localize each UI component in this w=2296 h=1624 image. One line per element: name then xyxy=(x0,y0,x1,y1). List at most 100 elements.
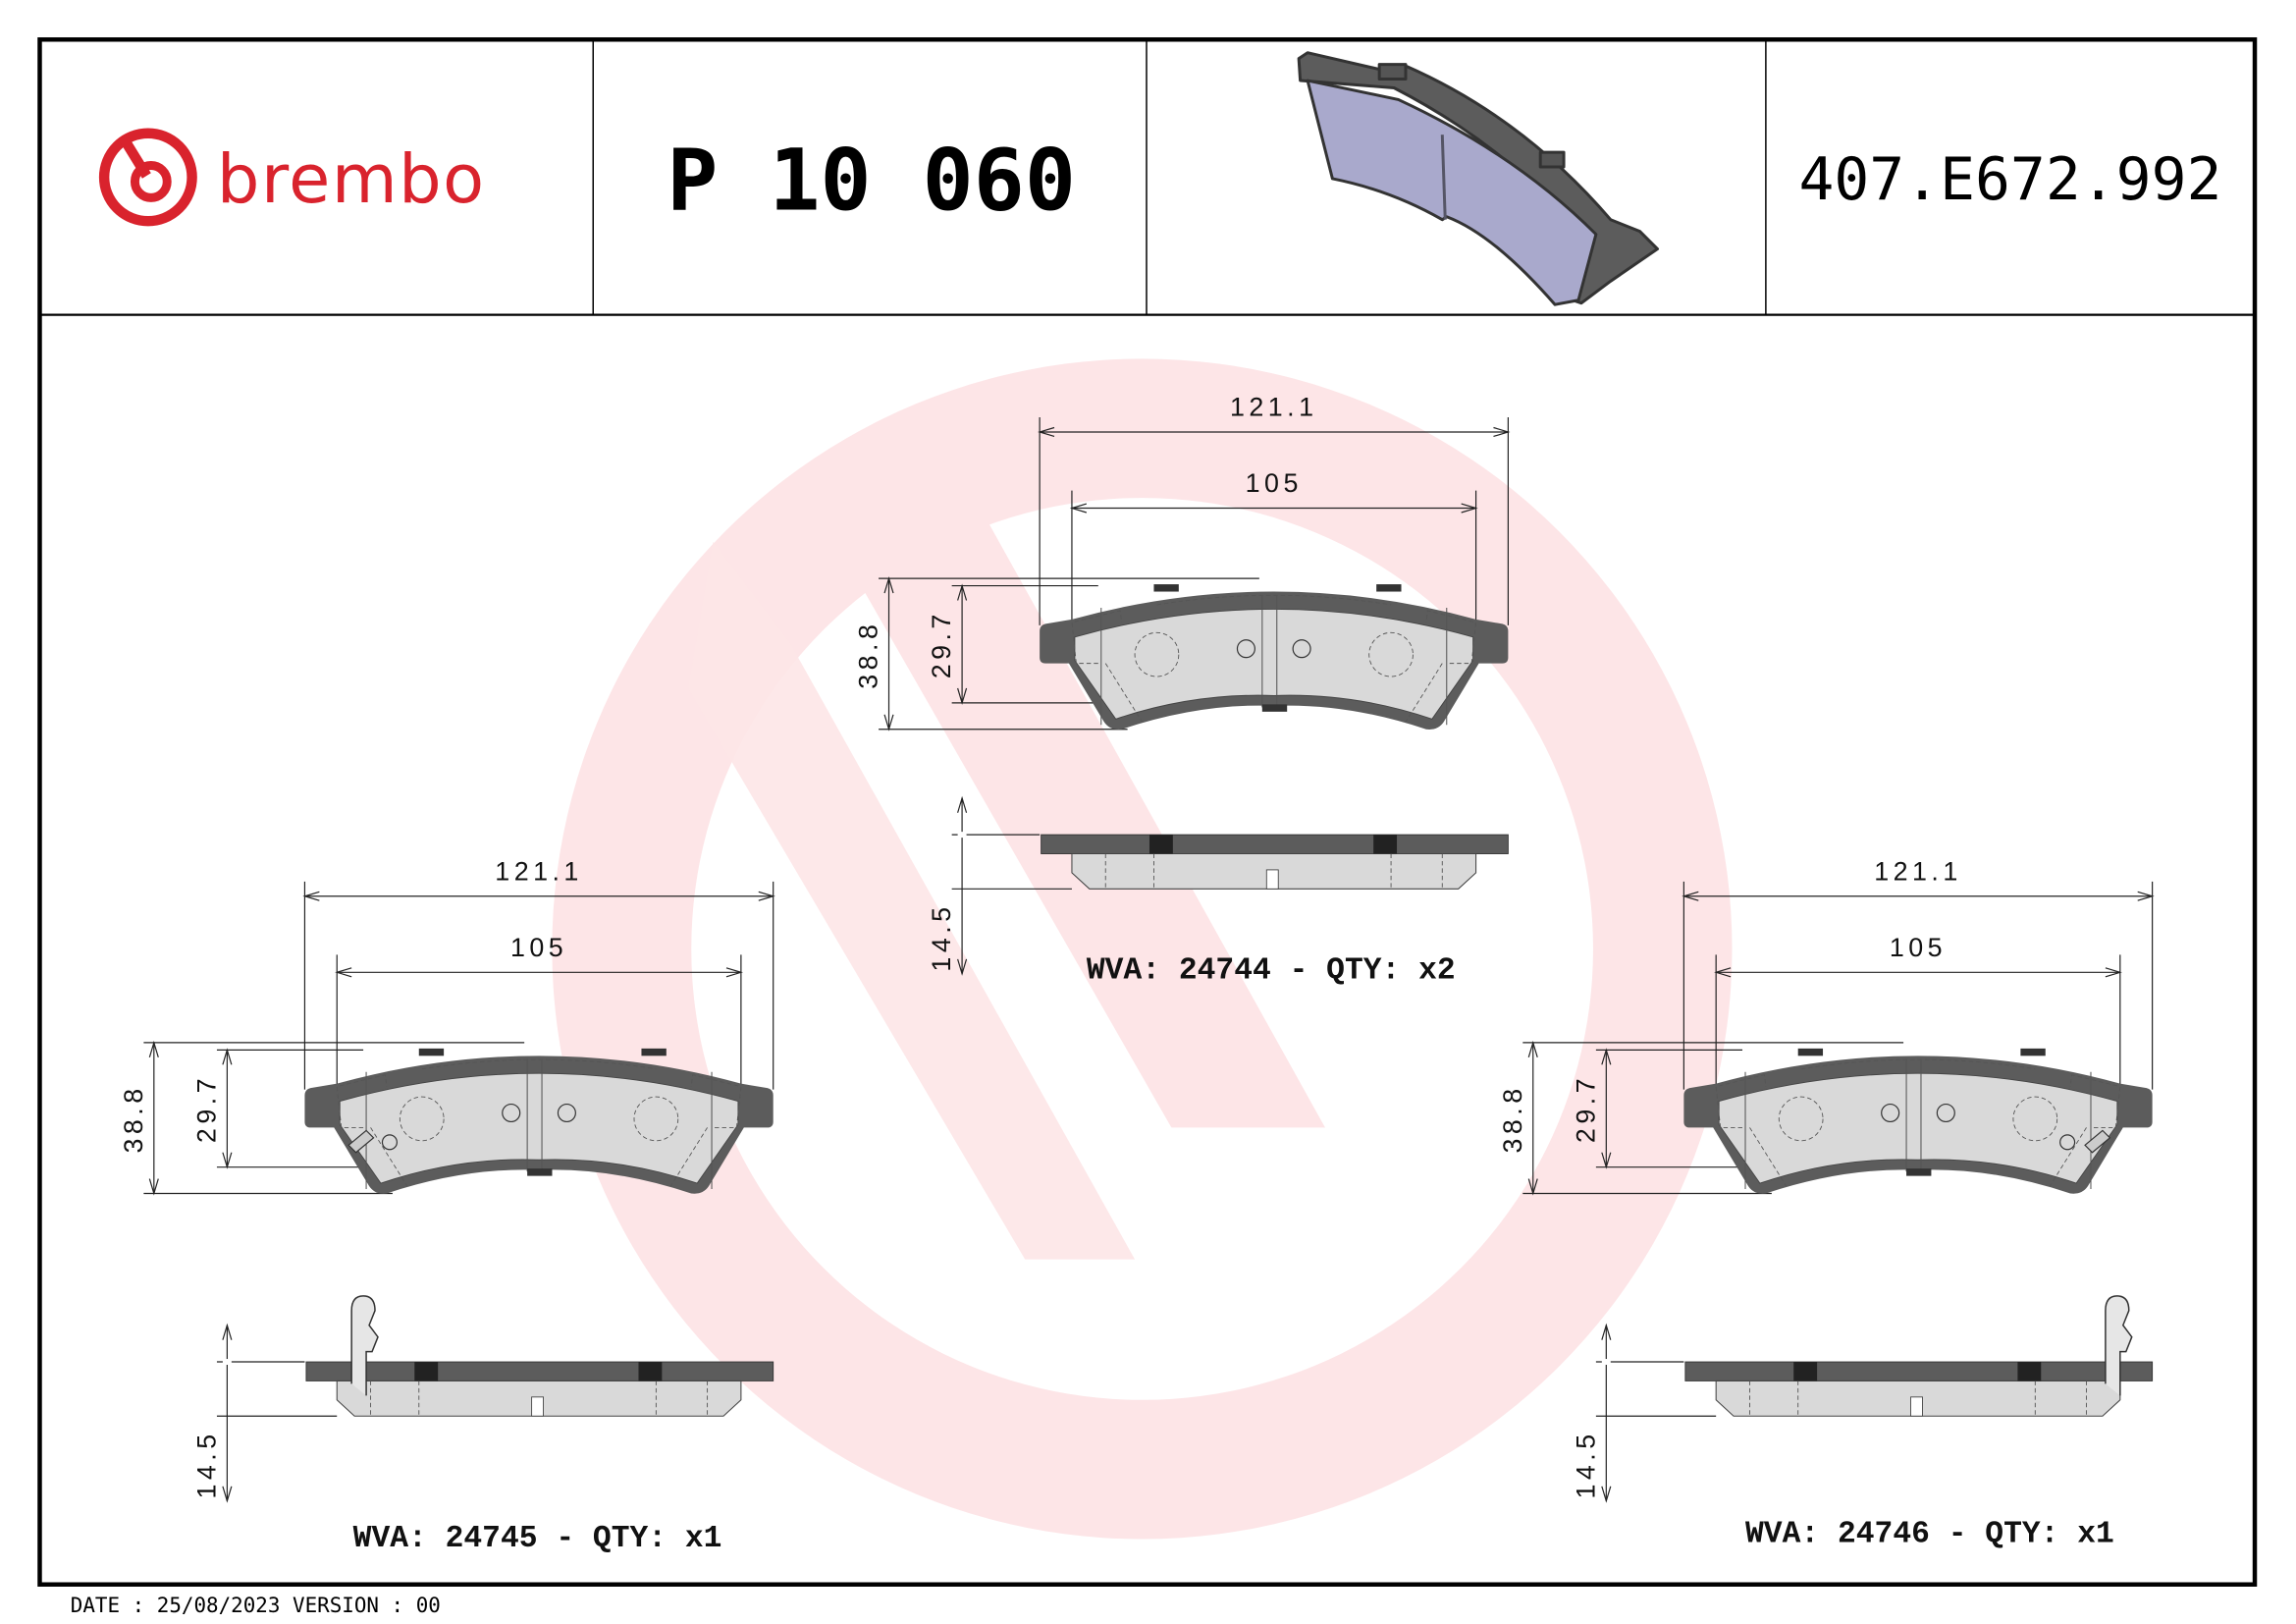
pad-front-view: 121.1 105 38.8 29.7 xyxy=(119,856,775,1196)
hidden-hole xyxy=(633,1096,679,1142)
dim-overall-length-arrows xyxy=(1038,426,1511,438)
dim-friction-height-label: 29.7 xyxy=(191,1074,221,1143)
wear-indicator-clip xyxy=(350,1295,379,1396)
dim-overall-length-label: 121.1 xyxy=(495,856,583,886)
dim-thickness-arrows xyxy=(957,795,968,976)
dim-thickness-label: 14.5 xyxy=(1571,1430,1600,1498)
dim-friction-length-arrows xyxy=(335,967,743,978)
dim-overall-length-label: 121.1 xyxy=(1874,856,1962,886)
dim-friction-length-label: 105 xyxy=(1890,933,1947,962)
pad-centerlines xyxy=(1744,1059,2092,1190)
dim-friction-height-arrows xyxy=(1601,1048,1612,1169)
dim-thickness-arrows xyxy=(1601,1323,1612,1503)
friction-material xyxy=(1718,1072,2118,1184)
hidden-hole xyxy=(1778,1096,1824,1142)
shim-tab xyxy=(1153,584,1179,592)
reference-number: 407.E672.992 xyxy=(1799,146,2222,214)
wva-qty-label: WVA: 24744 - QTY: x2 xyxy=(1087,953,1456,988)
dim-thickness-label: 14.5 xyxy=(191,1430,221,1498)
shim-tab xyxy=(418,1048,445,1056)
dim-friction-length-label: 105 xyxy=(1246,468,1303,498)
brembo-logo-icon xyxy=(98,128,197,227)
shim-tab xyxy=(1261,704,1288,712)
pad-centerlines xyxy=(1100,596,1448,726)
side-slot xyxy=(1265,869,1279,890)
pad-front-view: 121.1 105 38.8 29.7 xyxy=(854,393,1511,731)
pin-hole xyxy=(1236,639,1255,659)
dim-gap xyxy=(222,1359,232,1366)
dim-gap xyxy=(1601,1359,1611,1366)
dim-overall-height-label: 38.8 xyxy=(119,1084,148,1153)
side-backing-plate xyxy=(1684,1361,2154,1381)
pad-front-view: 121.1 105 38.8 29.7 xyxy=(1498,856,2155,1196)
dim-friction-height-label: 29.7 xyxy=(1571,1074,1600,1143)
dim-friction-length-arrows xyxy=(1714,967,2122,978)
shim-tab xyxy=(2020,1048,2046,1056)
part-number: P 10 060 xyxy=(667,132,1076,230)
wear-indicator-rivet xyxy=(2059,1134,2076,1151)
dim-friction-length-arrows xyxy=(1069,503,1478,514)
friction-material xyxy=(1074,609,1474,720)
brembo-logo: brembo xyxy=(98,128,486,227)
wear-indicator-clip xyxy=(2084,1129,2111,1154)
dim-thickness-label: 14.5 xyxy=(927,902,956,971)
pad-3d-render xyxy=(1297,51,1660,306)
footer-date-version: DATE : 25/08/2023 VERSION : 00 xyxy=(71,1594,441,1617)
extension-lines xyxy=(143,881,774,1195)
side-shim-block xyxy=(1793,1362,1818,1381)
side-slot xyxy=(531,1396,544,1417)
shim-tab xyxy=(1797,1048,1824,1056)
pin-hole xyxy=(502,1103,521,1123)
brembo-watermark xyxy=(552,358,1733,1540)
side-hidden-lines xyxy=(1104,853,1443,890)
dim-friction-length-label: 105 xyxy=(510,933,567,962)
pin-hole xyxy=(1881,1103,1900,1123)
dim-overall-height-arrows xyxy=(883,576,894,731)
hidden-hole xyxy=(1368,631,1414,677)
dim-overall-length-label: 121.1 xyxy=(1230,393,1318,422)
dim-overall-length-arrows xyxy=(302,891,775,901)
dim-friction-height-arrows xyxy=(222,1048,233,1169)
side-hidden-lines xyxy=(370,1380,709,1417)
shim-tab xyxy=(527,1168,553,1176)
side-shim-block xyxy=(2017,1362,2042,1381)
dim-gap xyxy=(957,832,967,839)
pin-hole xyxy=(1936,1103,1955,1123)
pad-side-view: 14.5 xyxy=(1571,1295,2154,1503)
side-shim-block xyxy=(1373,835,1398,854)
extension-lines xyxy=(879,417,1509,731)
wear-indicator-clip xyxy=(347,1129,375,1154)
side-shim-block xyxy=(638,1362,663,1381)
pin-hole xyxy=(557,1103,576,1123)
dim-overall-height-arrows xyxy=(148,1040,159,1196)
dim-thickness-arrows xyxy=(222,1323,233,1503)
wva-qty-label: WVA: 24746 - QTY: x1 xyxy=(1745,1517,2114,1551)
pad-side-view: 14.5 xyxy=(191,1295,774,1503)
pad-side-view: 14.5 xyxy=(927,795,1509,976)
pin-hole xyxy=(1292,639,1311,659)
hidden-hole xyxy=(2012,1096,2058,1142)
dim-overall-length-arrows xyxy=(1682,891,2155,901)
side-slot xyxy=(1910,1396,1923,1417)
hidden-hole xyxy=(1134,631,1180,677)
wva-qty-label: WVA: 24745 - QTY: x1 xyxy=(353,1522,722,1556)
side-shim-block xyxy=(414,1362,439,1381)
shim-tab xyxy=(1376,584,1402,592)
shim-tab xyxy=(1906,1168,1932,1176)
side-shim-block xyxy=(1148,835,1173,854)
extension-lines xyxy=(1522,881,2154,1195)
shim-tab xyxy=(641,1048,667,1056)
dim-friction-height-arrows xyxy=(957,583,968,705)
dim-overall-height-label: 38.8 xyxy=(854,621,883,689)
wear-indicator-rivet xyxy=(381,1134,398,1151)
pad-centerlines xyxy=(365,1059,713,1190)
wear-indicator-clip xyxy=(2105,1295,2133,1396)
side-hidden-lines xyxy=(1749,1380,2087,1417)
hidden-hole xyxy=(399,1096,445,1142)
brand-name: brembo xyxy=(217,140,486,219)
side-backing-plate xyxy=(1041,834,1509,854)
friction-material xyxy=(339,1072,739,1184)
dim-friction-height-label: 29.7 xyxy=(927,610,956,678)
side-backing-plate xyxy=(305,1361,774,1381)
